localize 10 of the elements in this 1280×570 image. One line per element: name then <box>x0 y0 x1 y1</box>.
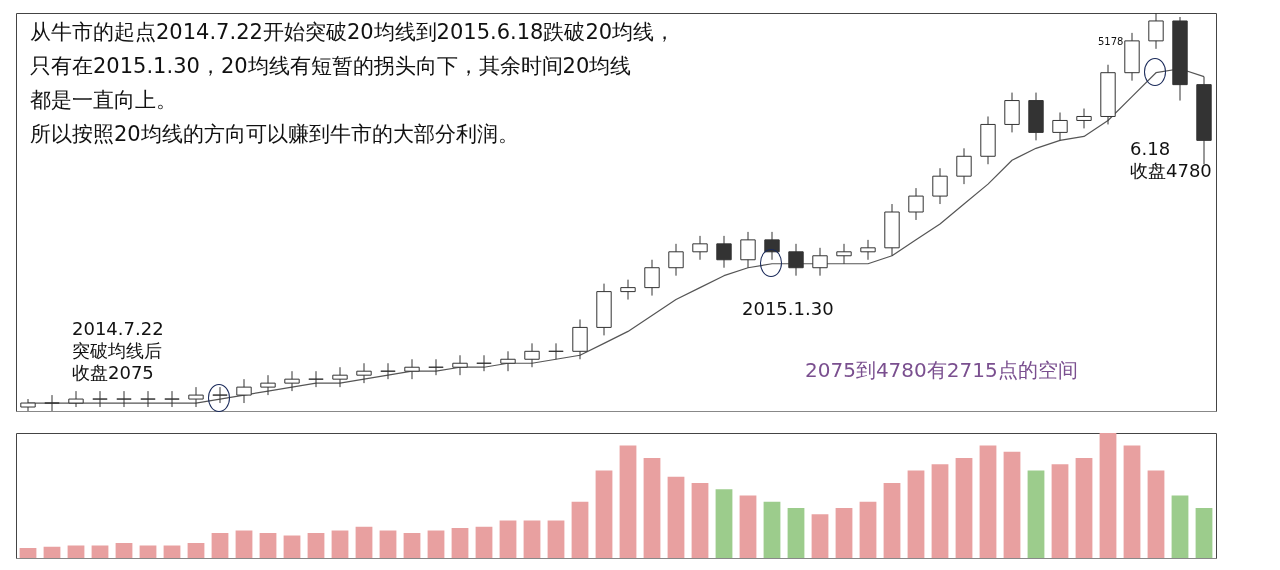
annotation: 所以按照20均线的方向可以赚到牛市的大部分利润。 <box>30 122 519 148</box>
annotation: 2014.7.22 突破均线后 <box>72 318 164 362</box>
annotation: 收盘2075 <box>72 362 154 384</box>
annotation: 5178 <box>1098 36 1124 48</box>
annotation: 都是一直向上。 <box>30 88 177 114</box>
annotation: 从牛市的起点2014.7.22开始突破20均线到2015.6.18跌破20均线， <box>30 20 676 46</box>
annotation: 2015.1.30 <box>742 298 834 320</box>
annotation: 2075到4780有2715点的空间 <box>805 358 1078 382</box>
annotation: 6.18 收盘4780 <box>1130 138 1212 182</box>
annotation: 只有在2015.1.30，20均线有短暂的拐头向下，其余时间20均线 <box>30 54 632 80</box>
